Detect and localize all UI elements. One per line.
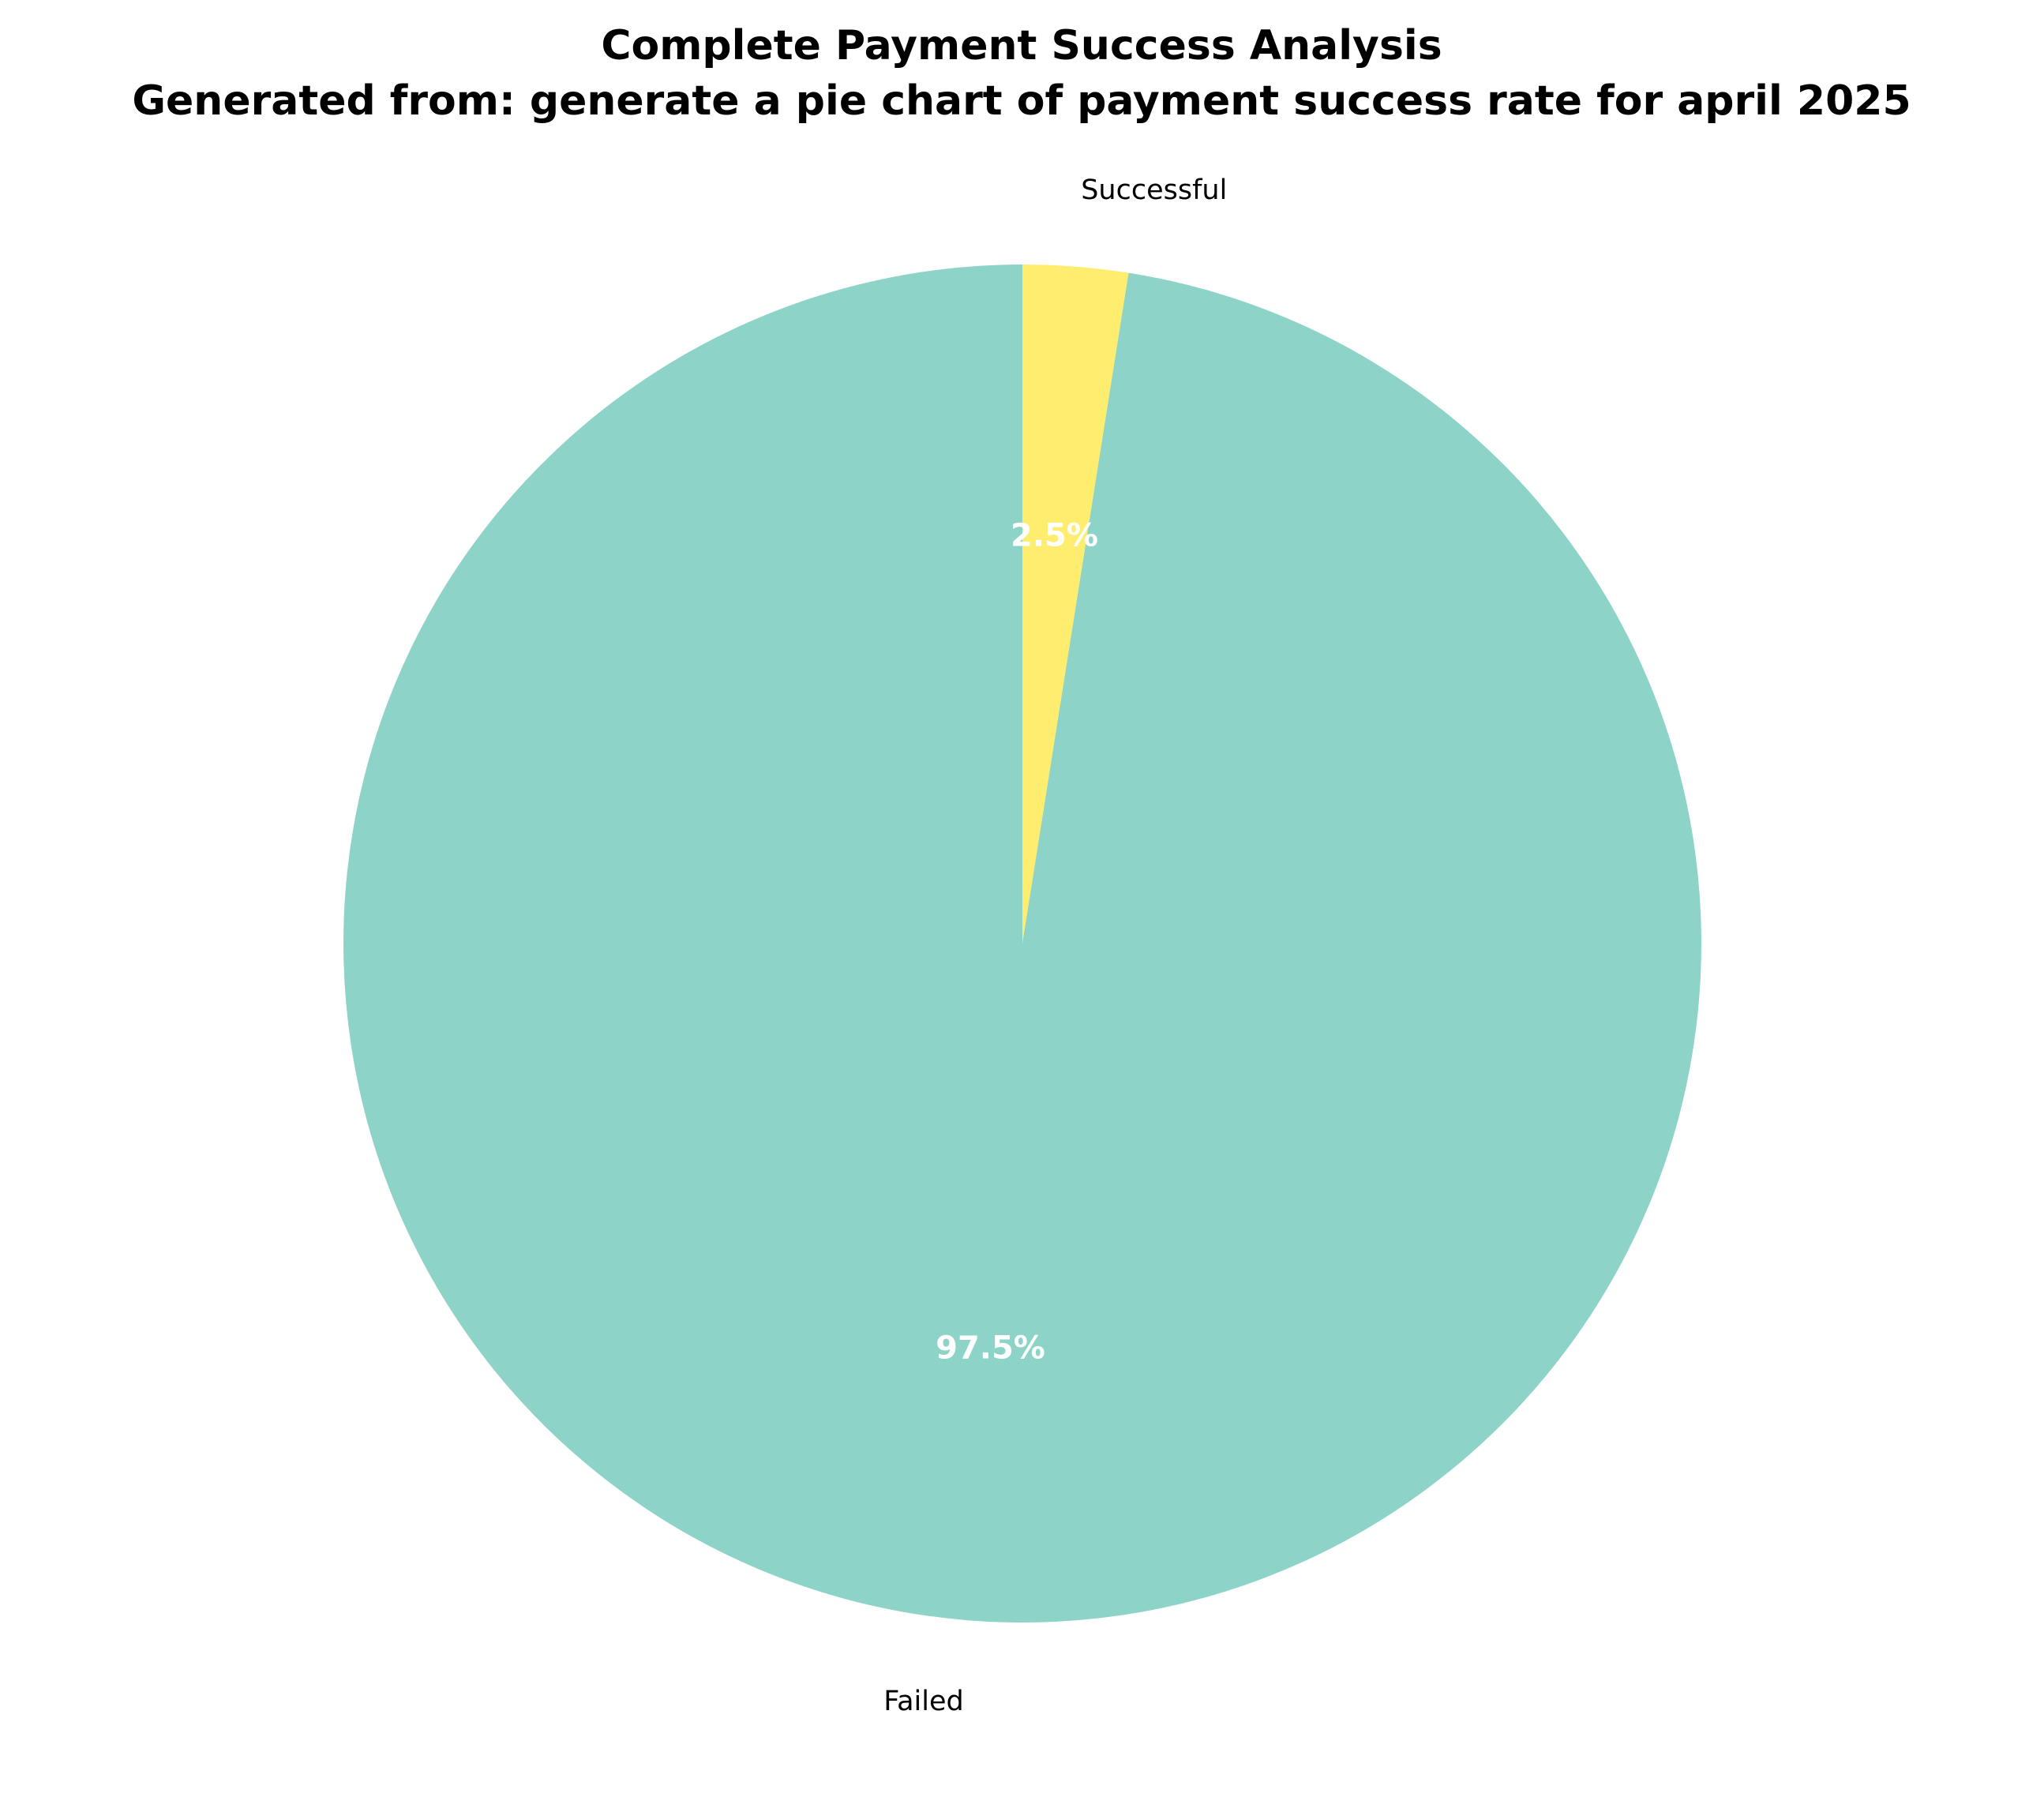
chart-title: Complete Payment Success Analysis: [601, 22, 1442, 69]
slice-label-successful: Successful: [1081, 174, 1227, 206]
pct-label-failed: 97.5%: [936, 1330, 1045, 1366]
pie-slices: [343, 264, 1702, 1623]
pct-label-successful: 2.5%: [1011, 518, 1098, 554]
pie-slice-failed: [343, 264, 1702, 1623]
slice-label-failed: Failed: [883, 1686, 964, 1717]
pie-slice-successful: [1022, 264, 1129, 944]
chart-subtitle: Generated from: generate a pie chart of …: [132, 77, 1911, 125]
pie-labels: Successful 2.5% Failed 97.5%: [883, 174, 1227, 1717]
